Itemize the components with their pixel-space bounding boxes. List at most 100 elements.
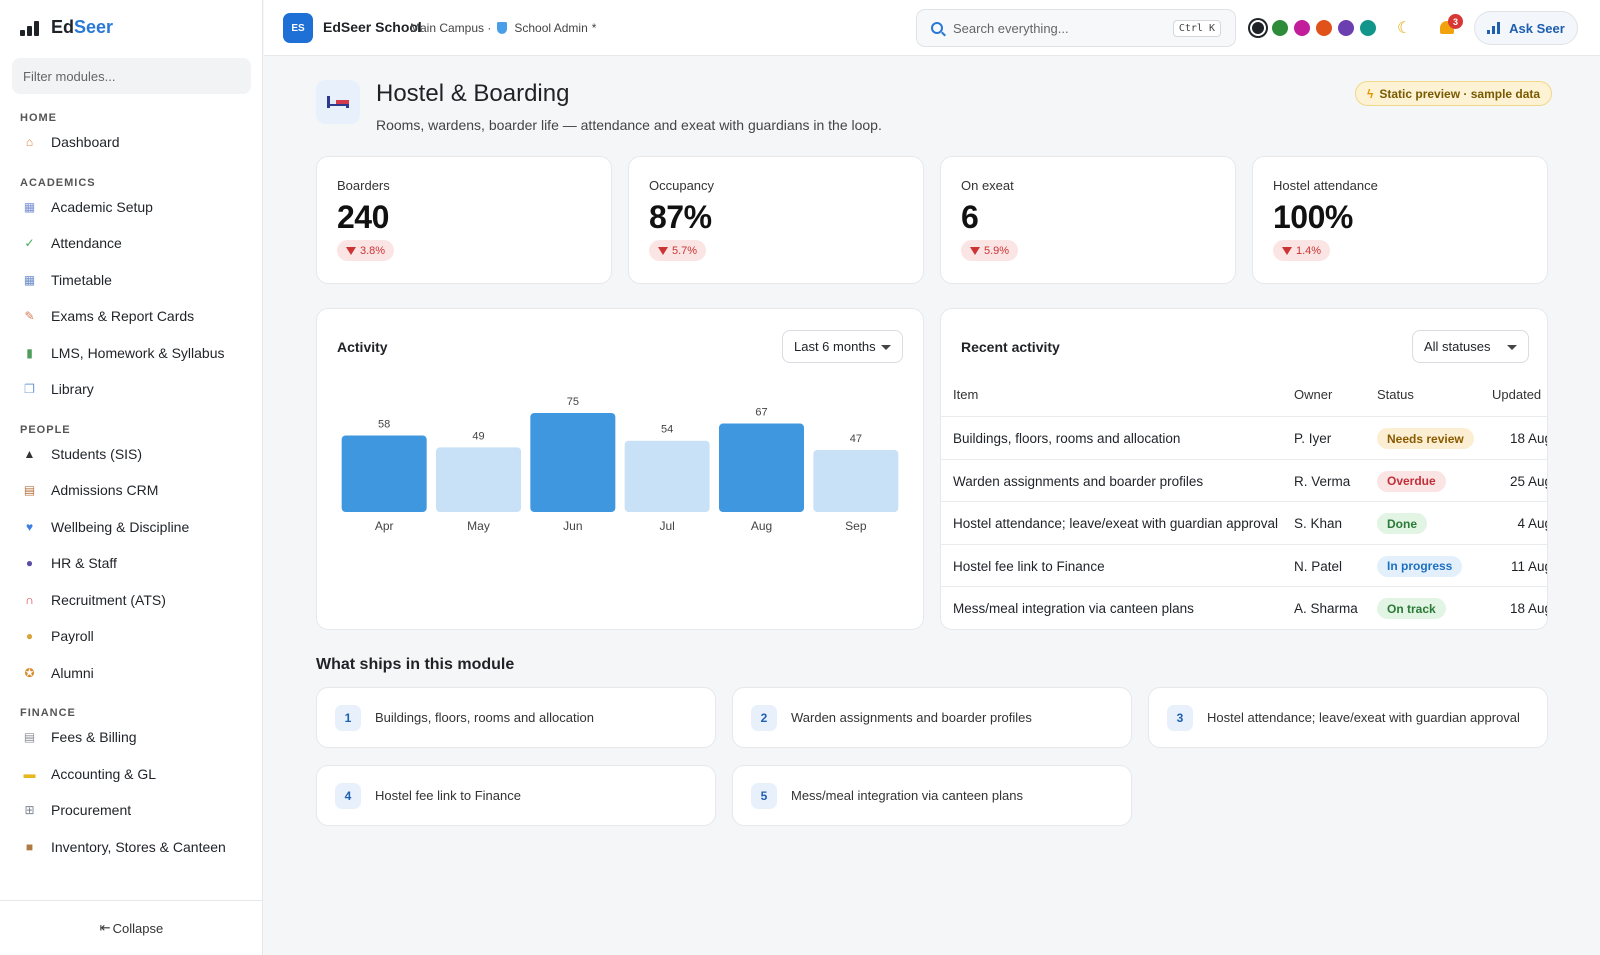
ledger-icon: ▬ <box>23 766 36 781</box>
kpi-label: Occupancy <box>649 178 715 193</box>
row-item: Mess/meal integration via canteen plans <box>953 601 1194 616</box>
table-row[interactable]: Buildings, floors, rooms and allocation P… <box>941 416 1548 459</box>
table-row[interactable]: Mess/meal integration via canteen plans A… <box>941 586 1548 629</box>
bar-apr[interactable] <box>341 435 427 512</box>
notifications-button[interactable]: 3 <box>1438 14 1463 37</box>
column-header-updated[interactable]: Updated <box>1492 387 1542 402</box>
sidebar-item-label: Students (SIS) <box>51 445 143 462</box>
school-name[interactable]: EdSeer School <box>323 19 422 35</box>
kpi-card-on-exeat: On exeat 6 5.9% <box>940 156 1236 284</box>
bar-jun[interactable] <box>530 413 616 512</box>
sidebar-item-payroll[interactable]: ● Payroll <box>0 618 263 655</box>
search-input[interactable]: Search everything... <box>953 20 1069 36</box>
row-item: Warden assignments and boarder profiles <box>953 473 1204 489</box>
theme-color-swatch[interactable] <box>1250 20 1266 36</box>
row-updated: 18 Aug <box>1509 601 1548 616</box>
ask-seer-button[interactable]: Ask Seer <box>1474 11 1578 45</box>
role-suffix: * <box>591 21 597 35</box>
recent-activity-table: Item Owner Status Updated Buildings, floors,… <box>941 373 1548 629</box>
sidebar-item-alumni[interactable]: ✪ Alumni <box>0 655 263 692</box>
bar-jul[interactable] <box>624 440 710 512</box>
global-search[interactable]: Search everything... Ctrl K <box>916 9 1236 47</box>
kpi-label: Boarders <box>337 178 390 193</box>
sidebar-item-accounting-gl[interactable]: ▬ Accounting & GL <box>0 756 263 793</box>
theme-swatches <box>1250 20 1376 36</box>
brand[interactable]: EdSeer <box>19 16 113 38</box>
bar-sep[interactable] <box>813 449 899 512</box>
ask-seer-label: Ask Seer <box>1509 20 1565 36</box>
notification-count: 3 <box>1448 14 1463 29</box>
sidebar-item-library[interactable]: ❐ Library <box>0 371 263 408</box>
column-header-owner[interactable]: Owner <box>1294 387 1333 402</box>
column-header-status[interactable]: Status <box>1377 387 1414 402</box>
module-feature-card: 4 Hostel fee link to Finance <box>316 765 716 826</box>
sidebar-item-timetable[interactable]: ▦ Timetable <box>0 262 263 299</box>
status-badge: On track <box>1377 598 1446 619</box>
school-context[interactable]: Main Campus · School Admin * <box>410 21 596 35</box>
kpi-delta-value: 3.8% <box>360 244 386 257</box>
sidebar-item-lms-homework-syllabus[interactable]: ▮ LMS, Homework & Syllabus <box>0 335 263 372</box>
search-icon <box>931 22 943 34</box>
sidebar-item-admissions-crm[interactable]: ▤ Admissions CRM <box>0 472 263 509</box>
kpi-value: 100% <box>1273 199 1353 235</box>
activity-bar-chart: 58 Apr 49 May 75 Jun 54 Jul 67 Aug 47 Sep <box>341 396 899 533</box>
table-row[interactable]: Hostel attendance; leave/exeat with guar… <box>941 501 1547 544</box>
row-status-cell: On track <box>1377 587 1446 629</box>
theme-color-swatch[interactable] <box>1360 20 1376 36</box>
sidebar-item-label: Fees & Billing <box>51 729 137 746</box>
x-tick-label: Apr <box>375 519 394 533</box>
moon-icon[interactable]: ☾ <box>1397 20 1412 37</box>
status-badge: Done <box>1377 513 1427 534</box>
bar-value-label: 67 <box>755 407 767 419</box>
row-owner: P. Iyer <box>1294 431 1332 446</box>
sidebar-item-exams-report-cards[interactable]: ✎ Exams & Report Cards <box>0 298 263 335</box>
recent-activity-title: Recent activity <box>961 339 1060 355</box>
school-avatar[interactable]: ES <box>283 13 313 43</box>
sidebar-item-attendance[interactable]: ✓ Attendance <box>0 225 263 262</box>
table-row[interactable]: Warden assignments and boarder profiles R… <box>941 458 1547 502</box>
kpi-card-occupancy: Occupancy 87% 5.7% <box>628 156 924 284</box>
bar-value-label: 75 <box>567 396 579 408</box>
receipt-icon: ▤ <box>23 730 36 745</box>
status-filter-select[interactable]: All statuses <box>1412 330 1529 363</box>
bar-aug[interactable] <box>719 423 804 512</box>
status-badge: In progress <box>1377 555 1463 577</box>
theme-color-swatch[interactable] <box>1294 20 1310 36</box>
sidebar-item-label: Admissions CRM <box>51 482 159 499</box>
row-updated: 18 Aug <box>1509 431 1548 446</box>
range-select[interactable]: Last 6 months <box>782 330 903 363</box>
sidebar-item-wellbeing-discipline[interactable]: ♥ Wellbeing & Discipline <box>0 509 263 546</box>
kpi-card-hostel-attendance: Hostel attendance 100% 1.4% <box>1252 156 1548 284</box>
kpi-delta-badge: 1.4% <box>1273 240 1331 261</box>
sidebar-item-academic-setup[interactable]: ▦ Academic Setup <box>0 189 263 226</box>
theme-color-swatch[interactable] <box>1272 20 1288 36</box>
module-feature-card: 3 Hostel attendance; leave/exeat with gua… <box>1148 687 1548 748</box>
sidebar-item-students-sis[interactable]: ▲ Students (SIS) <box>0 436 263 473</box>
bar-may[interactable] <box>436 447 521 512</box>
sidebar-item-recruitment-ats[interactable]: ∩ Recruitment (ATS) <box>0 582 263 619</box>
collapse-button[interactable]: ⇤ Collapse <box>0 900 263 955</box>
kpi-delta-badge: 5.9% <box>961 240 1019 261</box>
sidebar-item-fees-billing[interactable]: ▤ Fees & Billing <box>0 719 263 756</box>
sidebar-item-inventory-stores-canteen[interactable]: ■ Inventory, Stores & Canteen <box>0 829 263 866</box>
column-header-item[interactable]: Item <box>953 387 979 402</box>
theme-color-swatch[interactable] <box>1316 20 1332 36</box>
sidebar-item-dashboard[interactable]: ⌂ Dashboard <box>0 124 263 161</box>
table-row[interactable]: Hostel fee link to Finance N. Patel In pro… <box>941 543 1547 587</box>
module-feature-card: 1 Buildings, floors, rooms and allocation <box>316 687 716 748</box>
cart-icon: ⊞ <box>24 803 35 818</box>
sidebar-item-label: Payroll <box>51 628 94 645</box>
static-preview-badge: ϟ Static preview · sample data <box>1355 81 1553 106</box>
sidebar-nav: HOME ⌂ Dashboard ACADEMICS ▦ Academic Setup ✓ A… <box>0 108 263 898</box>
search-shortcut: Ctrl K <box>1172 19 1221 37</box>
bar-value-label: 49 <box>472 430 484 442</box>
sidebar-item-procurement[interactable]: ⊞ Procurement <box>0 792 263 829</box>
filter-modules-input[interactable] <box>12 58 251 94</box>
sidebar-item-label: Wellbeing & Discipline <box>51 518 190 535</box>
sidebar-item-label: Alumni <box>51 664 94 681</box>
sidebar-item-label: Exams & Report Cards <box>51 308 195 325</box>
sidebar-item-hr-staff[interactable]: ● HR & Staff <box>0 545 263 582</box>
row-item: Hostel attendance; leave/exeat with guar… <box>953 516 1278 531</box>
theme-color-swatch[interactable] <box>1338 20 1354 36</box>
feature-number: 4 <box>335 782 361 809</box>
